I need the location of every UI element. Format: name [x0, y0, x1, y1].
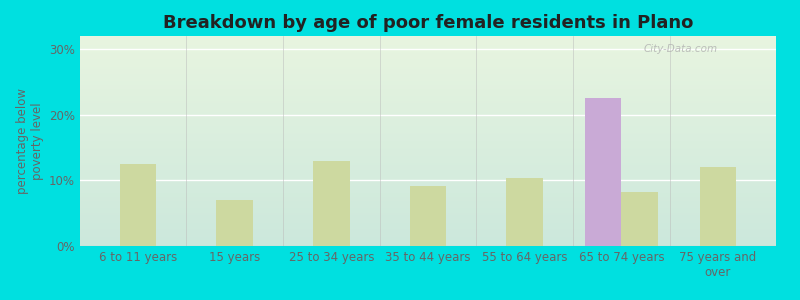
- Bar: [313, 161, 350, 246]
- Text: City-Data.com: City-Data.com: [644, 44, 718, 54]
- Bar: [410, 186, 446, 246]
- Bar: [506, 178, 543, 246]
- Bar: [700, 167, 736, 246]
- Bar: [216, 200, 253, 246]
- Y-axis label: percentage below
poverty level: percentage below poverty level: [15, 88, 43, 194]
- Bar: [585, 98, 622, 246]
- Bar: [120, 164, 156, 246]
- Bar: [622, 192, 658, 246]
- Title: Breakdown by age of poor female residents in Plano: Breakdown by age of poor female resident…: [163, 14, 693, 32]
